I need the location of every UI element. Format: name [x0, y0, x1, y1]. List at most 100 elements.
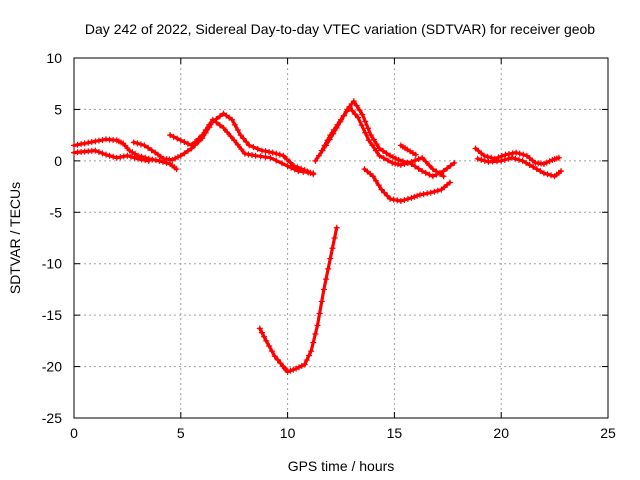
data-point: [412, 163, 419, 170]
data-point: [145, 144, 152, 151]
data-point: [427, 189, 434, 196]
data-point: [249, 152, 255, 159]
data-point: [81, 140, 88, 147]
data-point: [229, 116, 236, 123]
data-point: [224, 129, 231, 136]
data-point: [156, 157, 163, 164]
data-point: [372, 147, 379, 154]
y-tick-label: 10: [46, 50, 62, 66]
data-point: [181, 139, 188, 145]
data-point: [397, 161, 404, 168]
x-tick-label: 15: [387, 425, 403, 441]
data-point: [327, 255, 334, 262]
series-7: [397, 142, 419, 158]
data-point: [290, 366, 297, 373]
data-point: [334, 121, 341, 128]
data-point: [419, 154, 426, 161]
data-point: [312, 157, 319, 164]
data-point: [498, 153, 505, 160]
data-point: [323, 276, 330, 283]
data-point: [523, 159, 530, 166]
data-point: [216, 122, 223, 129]
data-point: [213, 119, 220, 126]
data-point: [447, 162, 454, 169]
data-point: [444, 165, 451, 172]
series-5: [312, 98, 458, 180]
data-point: [99, 150, 106, 157]
data-point: [135, 155, 142, 162]
data-point: [356, 107, 363, 114]
data-point: [481, 157, 488, 164]
data-point: [263, 337, 270, 344]
data-point: [184, 140, 191, 147]
data-point: [548, 172, 555, 179]
data-point: [169, 156, 176, 163]
data-point: [199, 132, 206, 139]
data-point: [195, 135, 202, 142]
data-point: [167, 132, 174, 139]
y-tick-label: 5: [54, 101, 62, 117]
data-point: [240, 135, 247, 142]
data-point: [273, 157, 280, 164]
data-point: [318, 147, 325, 154]
series-line: [320, 105, 446, 178]
data-point: [314, 322, 321, 329]
data-point: [320, 286, 327, 293]
data-point: [429, 166, 436, 173]
data-point: [436, 170, 443, 177]
data-point: [287, 159, 294, 166]
data-point: [537, 168, 544, 175]
data-point: [266, 148, 273, 155]
data-point: [417, 191, 424, 198]
data-point: [370, 173, 377, 180]
data-point: [474, 155, 481, 162]
data-point: [404, 159, 411, 166]
x-tick-label: 25: [600, 425, 616, 441]
data-point: [412, 151, 419, 158]
data-point: [419, 168, 426, 175]
data-point: [276, 151, 283, 158]
data-point: [202, 127, 209, 133]
data-point: [124, 152, 131, 159]
data-point: [209, 116, 216, 123]
data-point: [268, 348, 275, 355]
data-point: [390, 196, 397, 203]
data-point: [376, 152, 383, 159]
data-point: [369, 142, 376, 149]
data-point: [174, 135, 181, 142]
data-point: [333, 224, 340, 231]
data-point: [261, 333, 268, 340]
data-point: [257, 153, 264, 160]
data-point: [389, 159, 396, 166]
data-point: [131, 154, 138, 161]
data-point: [352, 111, 359, 118]
data-point: [426, 162, 433, 169]
data-point: [231, 121, 238, 128]
data-point: [321, 142, 328, 149]
data-point: [394, 161, 401, 168]
data-point: [512, 155, 519, 162]
data-point: [312, 331, 319, 337]
data-point: [92, 147, 99, 154]
x-tick-label: 20: [493, 425, 509, 441]
data-point: [238, 146, 245, 153]
axis-ticks: 0 5 10 15 20 25 -25 -20 -15 -10 -5 0 5 10: [42, 50, 616, 441]
data-point: [372, 177, 379, 184]
data-point: [278, 160, 285, 167]
data-point: [120, 153, 127, 160]
data-point: [488, 154, 495, 161]
data-point: [234, 127, 241, 133]
data-point: [88, 139, 95, 145]
data-point: [401, 196, 408, 203]
data-point: [181, 150, 188, 157]
data-point: [530, 164, 537, 171]
data-point: [170, 133, 177, 140]
data-point: [269, 149, 276, 156]
data-point: [148, 147, 155, 154]
data-point: [434, 187, 441, 194]
data-point: [404, 195, 411, 202]
data-point: [227, 133, 234, 140]
data-point: [110, 153, 117, 160]
data-point: [340, 112, 347, 119]
data-point: [305, 169, 312, 176]
